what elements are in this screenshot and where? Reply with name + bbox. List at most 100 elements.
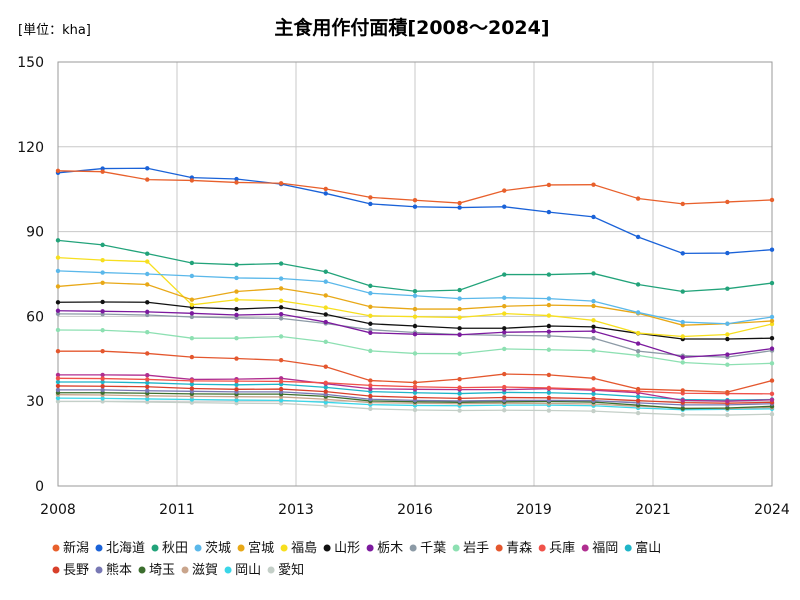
data-point bbox=[769, 346, 775, 351]
legend-label: 滋賀 bbox=[192, 563, 218, 578]
data-point bbox=[502, 304, 507, 309]
data-point bbox=[412, 332, 418, 337]
data-point bbox=[189, 378, 195, 384]
data-point bbox=[591, 324, 596, 330]
data-point bbox=[769, 378, 775, 383]
data-point bbox=[55, 300, 61, 305]
series-青森 bbox=[55, 348, 775, 395]
data-point bbox=[457, 332, 462, 337]
data-point bbox=[100, 387, 105, 393]
data-point bbox=[680, 355, 685, 360]
legend-marker bbox=[581, 544, 589, 552]
data-point bbox=[680, 406, 685, 411]
legend-marker bbox=[151, 544, 159, 552]
data-point bbox=[635, 234, 641, 240]
data-point bbox=[145, 330, 150, 335]
data-point bbox=[145, 384, 150, 389]
data-point bbox=[323, 400, 328, 405]
data-point bbox=[100, 280, 105, 285]
data-point bbox=[412, 204, 418, 209]
data-point bbox=[635, 310, 641, 315]
series-新潟 bbox=[55, 168, 775, 207]
data-point bbox=[234, 180, 239, 185]
legend-label: 宮城 bbox=[248, 540, 274, 556]
data-point bbox=[323, 385, 328, 390]
data-point bbox=[55, 387, 61, 393]
data-point bbox=[591, 328, 596, 334]
data-point bbox=[323, 279, 328, 284]
data-point bbox=[457, 296, 462, 301]
data-point bbox=[457, 315, 462, 320]
legend-item: 秋田 bbox=[151, 541, 188, 556]
data-point bbox=[145, 166, 150, 171]
data-point bbox=[769, 321, 775, 327]
legend-marker bbox=[624, 544, 632, 552]
data-point bbox=[55, 238, 61, 243]
data-point bbox=[635, 330, 641, 336]
data-point bbox=[100, 257, 105, 263]
y-tick-label: 0 bbox=[35, 479, 44, 495]
data-point bbox=[635, 341, 641, 346]
data-point bbox=[234, 312, 239, 318]
data-point bbox=[635, 348, 641, 354]
legend-label: 岩手 bbox=[463, 541, 489, 556]
data-point bbox=[145, 396, 150, 402]
legend-item: 熊本 bbox=[95, 562, 132, 578]
data-point bbox=[55, 284, 61, 289]
legend-item: 北海道 bbox=[95, 541, 145, 556]
data-point bbox=[591, 335, 596, 341]
legend-item: 富山 bbox=[624, 540, 661, 556]
data-point bbox=[323, 403, 328, 408]
data-point bbox=[635, 398, 641, 403]
legend-item: 埼玉 bbox=[138, 563, 175, 578]
data-point bbox=[591, 318, 596, 323]
data-point bbox=[323, 269, 328, 274]
legend-marker bbox=[95, 566, 103, 574]
data-point bbox=[680, 319, 685, 325]
data-point bbox=[502, 346, 507, 352]
data-point bbox=[55, 308, 61, 313]
data-point bbox=[234, 387, 239, 392]
data-point bbox=[412, 407, 418, 413]
data-point bbox=[546, 395, 552, 401]
data-point bbox=[55, 327, 61, 333]
legend-item: 長野 bbox=[52, 563, 89, 578]
data-point bbox=[145, 351, 150, 356]
data-point bbox=[680, 201, 685, 207]
data-point bbox=[546, 347, 552, 352]
legend-marker bbox=[495, 544, 503, 552]
data-point bbox=[725, 250, 730, 256]
data-point bbox=[189, 382, 195, 387]
data-point bbox=[725, 286, 730, 291]
data-point bbox=[457, 326, 462, 331]
data-point bbox=[55, 376, 61, 381]
data-point bbox=[591, 298, 596, 304]
legend-item: 山形 bbox=[323, 541, 360, 556]
data-point bbox=[100, 309, 105, 314]
data-point bbox=[145, 309, 150, 315]
data-point bbox=[546, 390, 552, 395]
data-point bbox=[278, 181, 284, 186]
data-point bbox=[368, 304, 373, 309]
data-point bbox=[546, 302, 552, 308]
series-山形 bbox=[55, 299, 775, 342]
legend-item: 兵庫 bbox=[538, 541, 575, 556]
data-point bbox=[502, 395, 507, 400]
data-point bbox=[145, 300, 150, 305]
legend-label: 新潟 bbox=[63, 540, 89, 556]
data-point bbox=[145, 377, 150, 382]
data-point bbox=[591, 271, 596, 276]
data-point bbox=[725, 389, 730, 395]
data-point bbox=[502, 326, 507, 331]
data-point bbox=[546, 329, 552, 334]
data-point bbox=[680, 289, 685, 294]
legend-label: 千葉 bbox=[420, 541, 446, 556]
data-point bbox=[189, 386, 195, 391]
data-point bbox=[234, 397, 239, 403]
data-point bbox=[502, 311, 507, 316]
legend-marker bbox=[280, 544, 288, 552]
data-point bbox=[412, 380, 418, 385]
data-point bbox=[55, 372, 61, 378]
series-茨城 bbox=[55, 268, 775, 326]
